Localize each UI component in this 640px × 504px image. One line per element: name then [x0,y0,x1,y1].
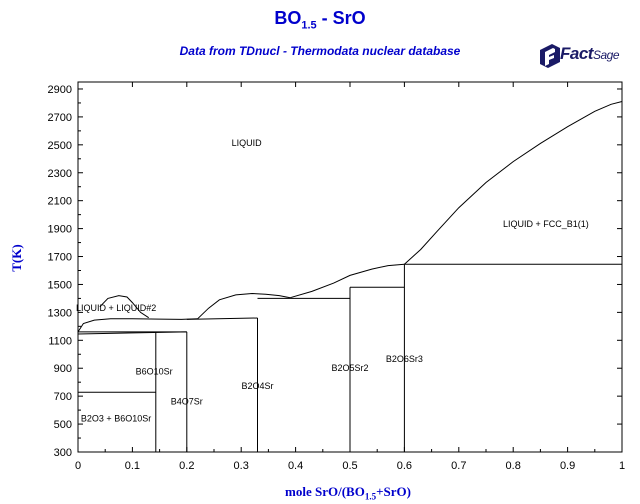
y-tick-label: 1300 [48,307,72,319]
region-label: B2O5Sr2 [331,363,368,373]
x-axis-label: mole SrO/(BO1.5+SrO) [0,484,640,502]
factsage-logo-text: FactSage [560,44,620,64]
title-main: BO [274,8,302,28]
x-tick-label: 0.6 [397,460,412,472]
x-tick-label: 0.3 [234,460,249,472]
region-label: LIQUID + FCC_B1(1) [503,219,589,229]
x-tick-label: 0.5 [342,460,357,472]
x-axis-label-subscript: 1.5 [364,491,377,502]
y-tick-label: 700 [54,391,72,403]
factsage-logo: FactSage [538,40,634,74]
x-tick-label: 0.4 [288,460,303,472]
x-tick-label: 0.1 [125,460,140,472]
x-tick-label: 1 [619,460,625,472]
region-label: LIQUID + LIQUID#2 [76,303,156,313]
phase-boundary-3 [197,292,291,320]
phase-boundary-9 [186,317,258,320]
x-tick-label: 0 [75,460,81,472]
chart-title: BO1.5 - SrO [0,8,640,32]
logo-text-fact: Fact [560,44,593,63]
title-rest: - SrO [316,8,366,28]
x-tick-label: 0.9 [560,460,575,472]
y-tick-label: 1900 [48,224,72,236]
y-tick-label: 1500 [48,279,72,291]
region-label: B2O3 + B6O10Sr [81,413,151,423]
y-tick-label: 2500 [48,140,72,152]
region-label: B4O7Sr [171,397,203,407]
phase-boundary-4 [290,263,405,299]
y-tick-label: 2700 [48,112,72,124]
region-label: B2O6Sr3 [386,354,423,364]
region-labels: LIQUID LIQUID + FCC_B1(1) LIQUID + LIQUID#… [76,138,589,423]
y-tick-label: 1700 [48,252,72,264]
phase-boundary-1 [77,318,198,333]
x-axis-label-main: mole SrO/(BO [285,484,365,499]
y-tick-label: 300 [54,447,72,459]
logo-text-sage: Sage [592,48,620,62]
title-subscript: 1.5 [301,19,317,32]
y-tick-label: 2900 [48,84,72,96]
y-tick-label: 900 [54,363,72,375]
phase-boundaries [77,101,623,452]
phase-boundary-2 [99,295,149,319]
region-label: B6O10Sr [136,367,173,377]
y-tick-label: 500 [54,419,72,431]
region-label: LIQUID [232,138,263,148]
phase-boundary-5 [404,101,623,265]
factsage-logo-icon [540,44,560,68]
axis-ticks: 0 0.1 0.2 0.3 0.4 0.5 0.6 0.7 0.8 0.9 130050070090… [48,82,625,472]
x-axis-label-rest: +SrO) [376,484,411,499]
y-tick-label: 2100 [48,196,72,208]
y-tick-label: 2300 [48,168,72,180]
x-tick-label: 0.8 [506,460,521,472]
x-tick-label: 0.2 [179,460,194,472]
x-tick-label: 0.7 [451,460,466,472]
region-label: B2O4Sr [242,381,274,391]
chart-subtitle: Data from TDnucl - Thermodata nuclear da… [179,44,461,58]
y-tick-label: 1100 [48,335,72,347]
